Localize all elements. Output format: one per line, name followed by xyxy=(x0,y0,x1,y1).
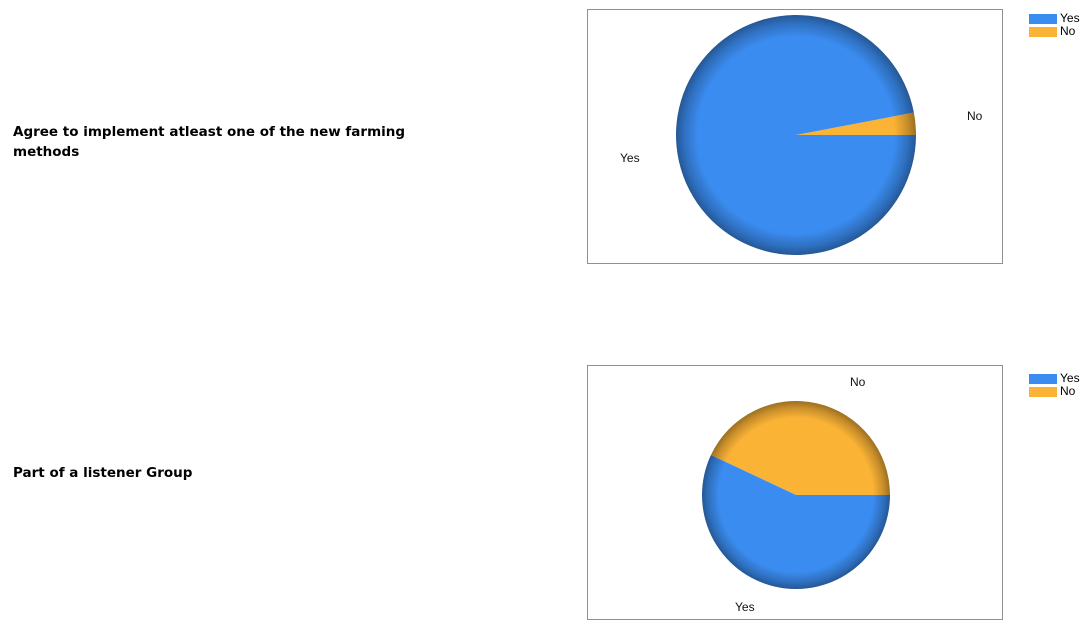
legend-item-yes: Yes xyxy=(1029,12,1080,25)
pie-chart-listener-group: Yes No xyxy=(587,365,1003,620)
legend-listener-group: Yes No xyxy=(1029,372,1080,398)
slice-label-no: No xyxy=(850,375,866,389)
question-label-listener-group: Part of a listener Group xyxy=(13,465,193,481)
pie-slice-yes xyxy=(676,15,916,256)
legend-item-no: No xyxy=(1029,25,1080,38)
legend-swatch-no xyxy=(1029,386,1057,397)
pie-chart-farming-methods: Yes No xyxy=(587,9,1003,264)
legend-label-yes: Yes xyxy=(1060,371,1080,385)
legend-item-yes: Yes xyxy=(1029,372,1080,385)
pie-slice-no xyxy=(710,401,890,495)
legend-swatch-yes xyxy=(1029,13,1057,24)
pie-slice-yes xyxy=(702,454,890,589)
pie-chart-svg: Yes No xyxy=(620,15,983,256)
legend-label-no: No xyxy=(1060,384,1076,398)
slice-label-yes: Yes xyxy=(735,600,755,614)
legend-swatch-yes xyxy=(1029,373,1057,384)
legend-farming-methods: Yes No xyxy=(1029,12,1080,38)
pie-chart-svg: Yes No xyxy=(702,375,890,614)
slice-label-no: No xyxy=(967,109,983,123)
pie-slice-no xyxy=(796,112,916,135)
question-label-farming-methods: Agree to implement atleast one of the ne… xyxy=(13,124,406,160)
legend-label-yes: Yes xyxy=(1060,11,1080,25)
slice-label-yes: Yes xyxy=(620,151,640,165)
legend-swatch-no xyxy=(1029,26,1057,37)
legend-label-no: No xyxy=(1060,24,1076,38)
legend-item-no: No xyxy=(1029,385,1080,398)
